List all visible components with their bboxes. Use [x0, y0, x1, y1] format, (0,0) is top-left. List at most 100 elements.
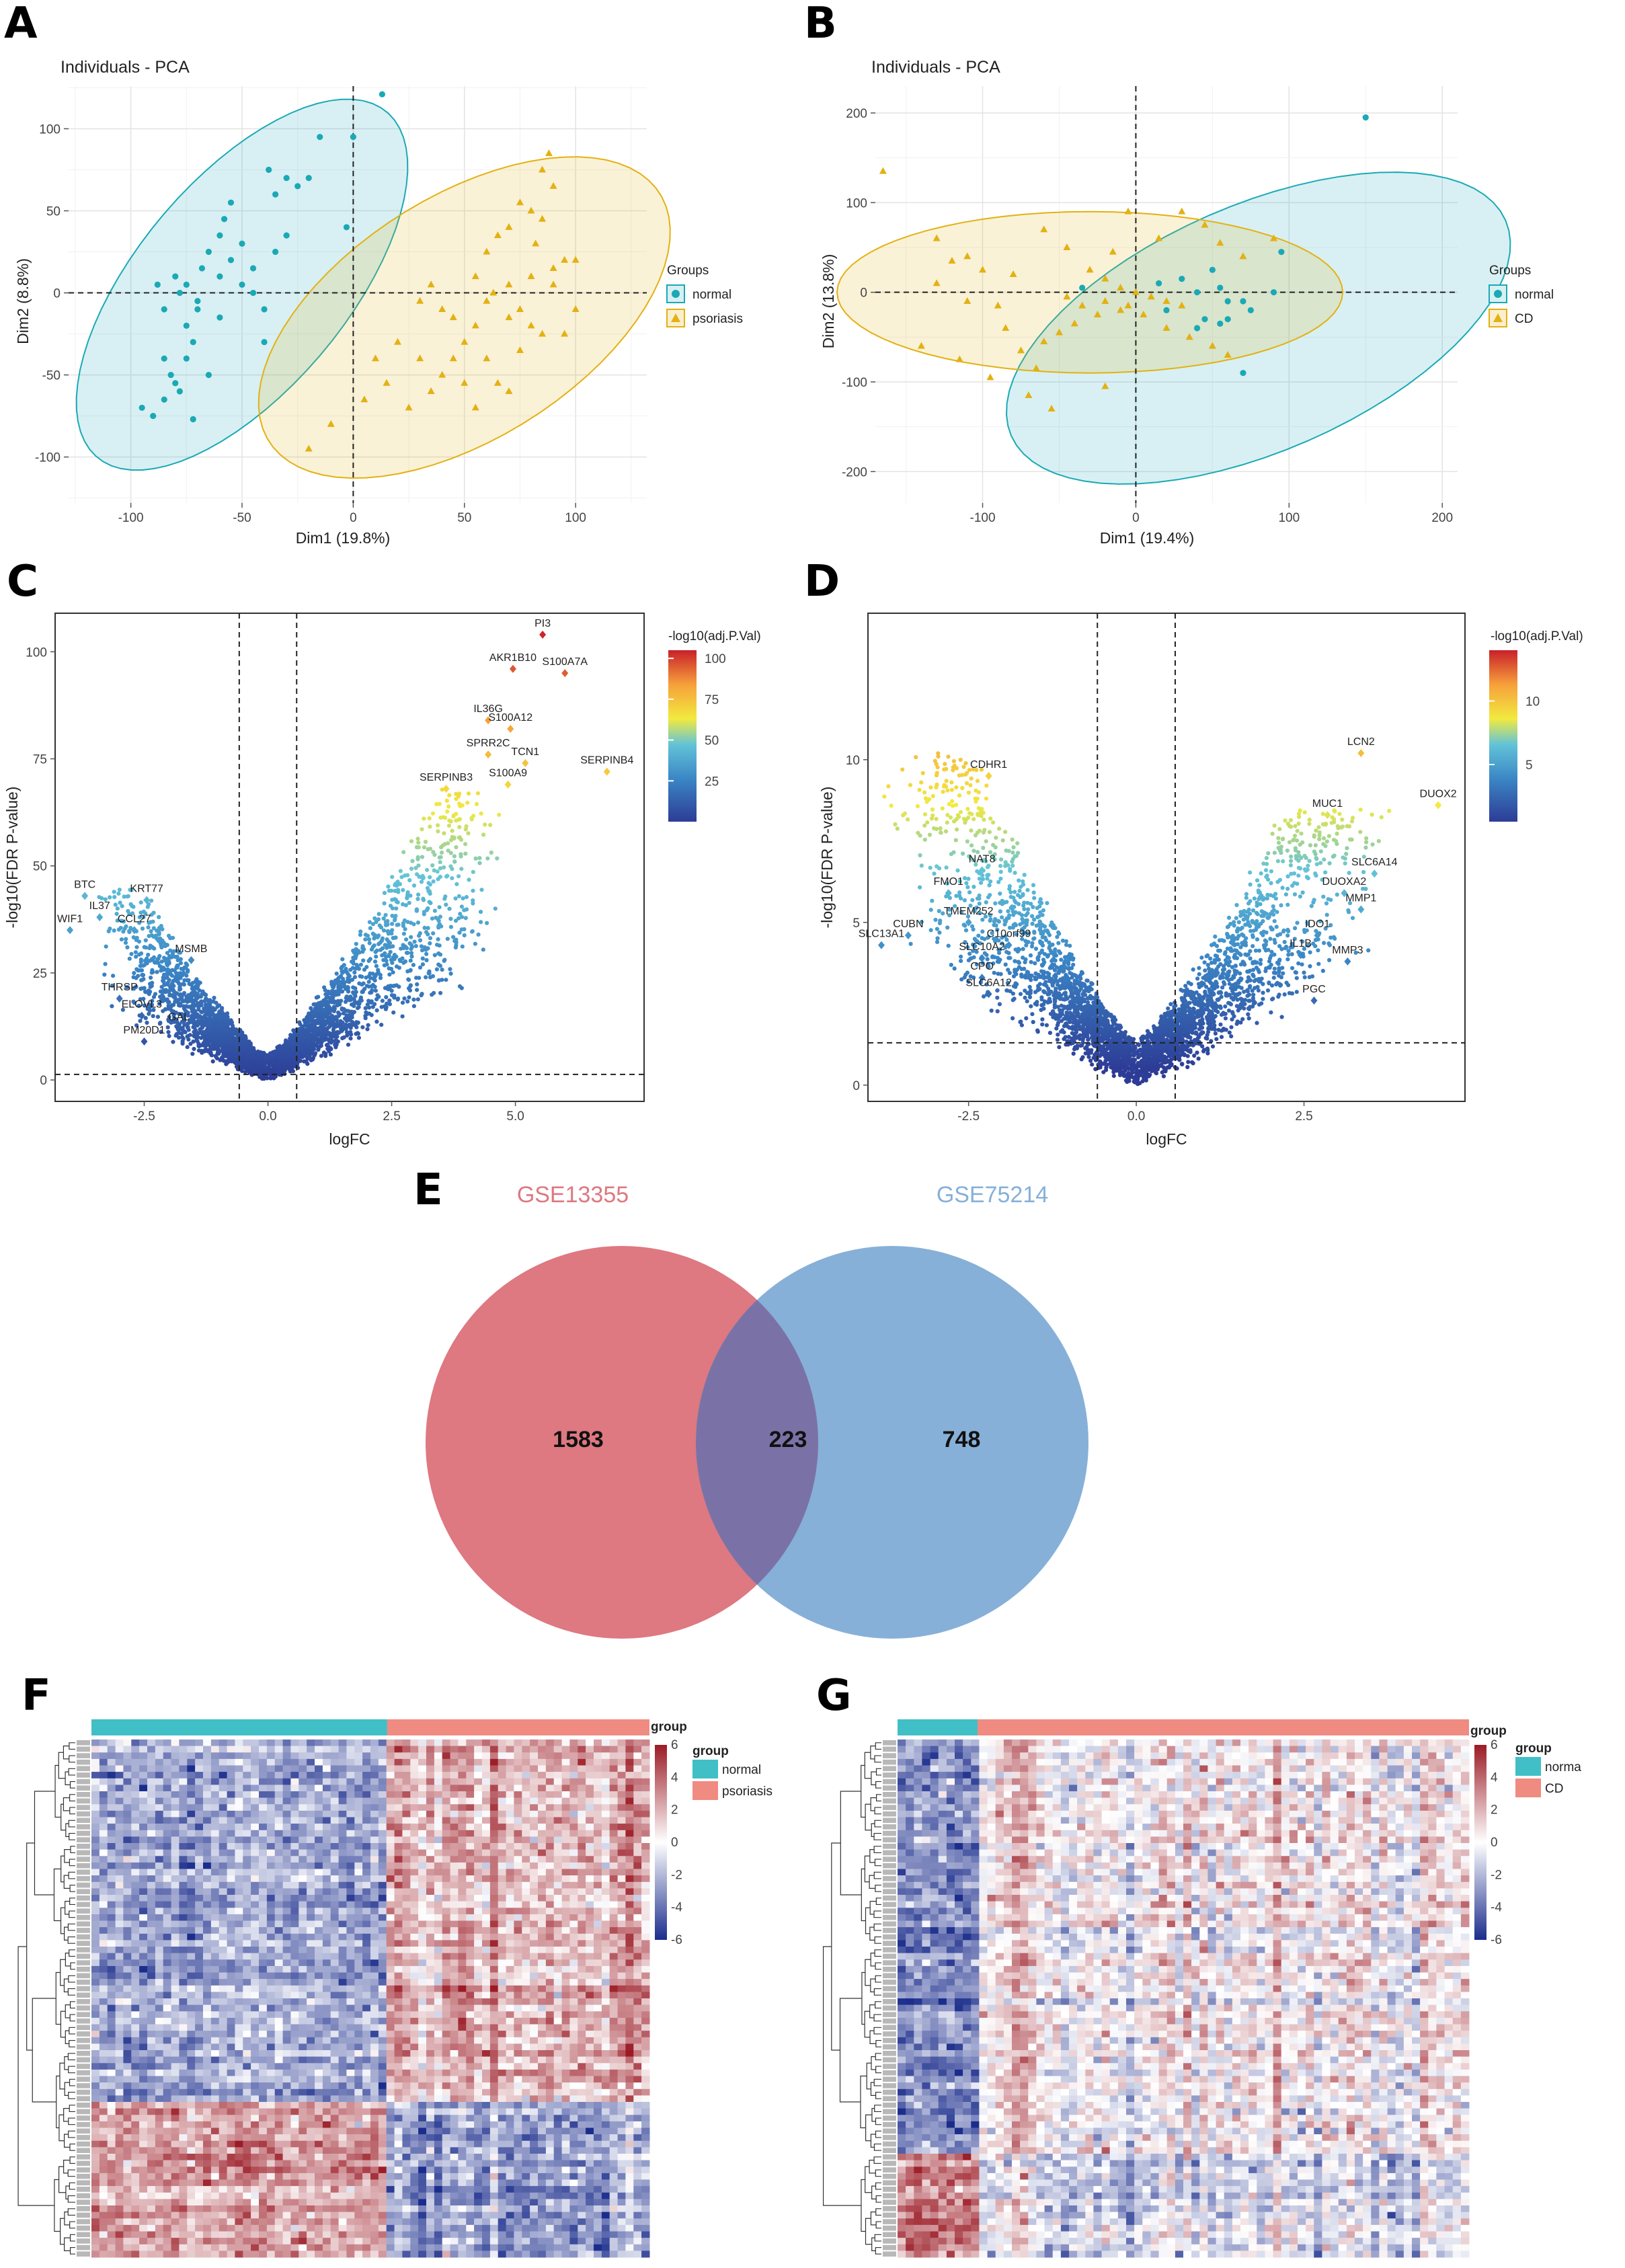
c-gene-point	[476, 791, 480, 795]
c-gene-point	[272, 1077, 276, 1081]
d-gene-point	[1246, 1012, 1250, 1016]
d-gene-point	[968, 783, 972, 787]
c-gene-point	[479, 910, 483, 914]
c-gene-point	[374, 1019, 379, 1023]
d-gene-point	[936, 765, 940, 769]
volcano-c-x-label: logFC	[329, 1130, 370, 1148]
c-gene-point	[340, 1007, 344, 1011]
d-gene-point	[1321, 969, 1325, 973]
c-gene-point	[160, 985, 164, 989]
d-gene-point	[1290, 952, 1294, 956]
c-gene-point	[120, 904, 124, 908]
c-gene-point	[260, 1066, 264, 1070]
c-gene-point	[233, 1050, 237, 1054]
c-gene-point	[432, 868, 436, 872]
c-scale-tick-label: 100	[705, 652, 726, 666]
c-gene-point	[446, 804, 450, 808]
c-gene-point	[357, 982, 361, 986]
c-gene-point	[323, 988, 327, 992]
a-point-normal	[194, 306, 200, 312]
c-gene-point	[398, 959, 402, 963]
c-gene-point	[209, 1017, 213, 1021]
d-gene-point	[1185, 1040, 1189, 1044]
d-gene-point	[1273, 967, 1277, 971]
a-point-normal	[190, 339, 196, 345]
c-gene-point	[155, 970, 159, 974]
c-gene-point	[442, 959, 446, 963]
c-gene-point	[134, 950, 138, 954]
d-gene-point	[928, 785, 933, 789]
c-gene-point	[481, 947, 485, 951]
c-gene-point	[418, 966, 422, 970]
c-gene-point	[304, 1039, 308, 1043]
c-gene-point	[196, 1004, 200, 1008]
c-gene-point	[463, 933, 467, 937]
c-gene-point	[325, 1043, 329, 1047]
d-gene-point	[1300, 962, 1304, 966]
c-gene-point	[348, 1030, 352, 1034]
c-gene-point	[331, 993, 335, 997]
panel-label-a: A	[4, 0, 38, 48]
d-gene-point	[980, 918, 984, 922]
c-gene-point	[143, 959, 147, 963]
c-gene-point	[226, 1054, 230, 1058]
c-gene-point	[344, 1009, 348, 1013]
b-point-normal	[1194, 289, 1200, 295]
c-gene-point	[194, 980, 198, 984]
c-gene-point	[301, 1055, 305, 1059]
a-point-normal	[216, 274, 223, 280]
c-gene-point	[463, 842, 467, 846]
c-gene-point	[156, 1015, 160, 1019]
c-gene-point	[212, 996, 216, 1000]
d-gene-point	[1234, 916, 1238, 920]
a-point-normal	[184, 356, 190, 362]
c-gene-point	[323, 1054, 327, 1058]
c-gene-point	[428, 824, 432, 828]
c-gene-point	[149, 976, 153, 980]
c-gene-point	[375, 972, 379, 976]
c-gene-point	[299, 1044, 303, 1048]
c-gene-point	[402, 996, 406, 1001]
c-gene-point	[375, 949, 379, 953]
c-y-tick-label: 75	[33, 753, 47, 767]
d-gene-point	[1327, 834, 1331, 838]
c-gene-point	[426, 933, 430, 937]
c-gene-point	[450, 829, 454, 833]
c-gene-point	[367, 1005, 371, 1009]
d-gene-point	[1377, 839, 1381, 843]
c-gene-point	[356, 1031, 360, 1035]
c-gene-point	[317, 1001, 321, 1005]
c-gene-point	[428, 882, 432, 886]
c-gene-point	[395, 923, 399, 927]
a-point-normal	[379, 91, 385, 97]
c-gene-point	[390, 928, 394, 932]
c-gene-point	[166, 981, 170, 985]
a-point-normal	[184, 323, 190, 329]
c-gene-point	[386, 884, 390, 888]
c-gene-point	[415, 988, 419, 992]
pca-a-y-label: Dim2 (8.8%)	[14, 258, 32, 344]
c-gene-point	[251, 1050, 255, 1054]
c-gene-point	[316, 1045, 320, 1049]
c-gene-point	[440, 968, 444, 972]
c-gene-point	[457, 874, 461, 878]
c-gene-point	[359, 996, 363, 1000]
c-gene-point	[321, 1009, 325, 1013]
d-gene-point	[1080, 971, 1084, 975]
d-gene-point	[988, 816, 992, 820]
c-gene-point	[422, 845, 426, 849]
a-point-normal	[172, 380, 178, 386]
b-point-normal	[1217, 284, 1223, 290]
c-gene-point	[401, 850, 405, 854]
c-gene-label: IL37	[89, 900, 110, 912]
c-gene-point	[214, 1055, 219, 1059]
c-gene-point	[400, 875, 404, 879]
c-gene-point	[444, 875, 448, 879]
d-gene-point	[1206, 963, 1210, 967]
c-gene-point	[465, 801, 469, 805]
c-gene-point	[385, 962, 389, 966]
c-gene-point	[423, 926, 427, 930]
d-gene-point	[920, 863, 924, 867]
c-gene-point	[124, 941, 128, 945]
c-gene-point	[361, 958, 365, 962]
